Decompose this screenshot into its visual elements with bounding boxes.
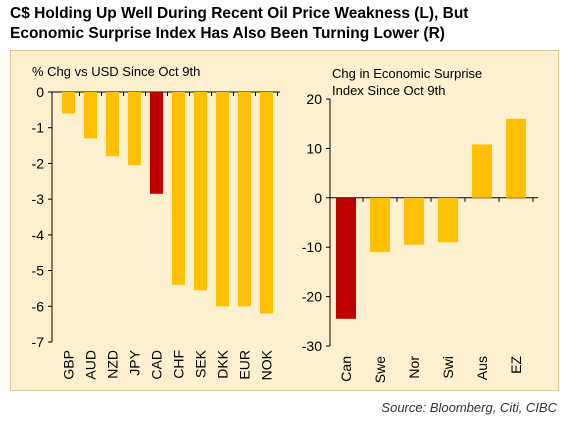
right-bar-swi [438,197,458,243]
chart-title-line-1: C$ Holding Up Well During Recent Oil Pri… [10,5,469,22]
right-category-label: Can [338,356,354,382]
left-category-label: GBP [61,350,77,380]
left-category-label: AUD [83,350,99,380]
chart-title-line-2: Economic Surprise Index Has Also Been Tu… [10,25,445,42]
left-bar-nok [260,92,273,314]
left-bar-nzd [106,92,119,157]
right-panel-title-line-1: Chg in Economic Surprise [332,66,483,81]
right-category-label: Swi [440,356,456,379]
left-bar-cad [150,92,163,194]
right-category-label: Swe [372,356,388,383]
left-y-tick-label: -7 [32,334,45,350]
right-y-tick-label: 10 [306,140,322,156]
right-panel-title: Chg in Economic Surprise Index Since Oct… [332,65,482,99]
right-y-tick-label: 0 [314,190,322,206]
right-panel-title-line-2: Index Since Oct 9th [332,83,446,98]
left-bar-sek [194,92,207,291]
right-y-tick-label: -20 [302,289,322,305]
right-bar-aus [472,144,492,198]
left-category-label: EUR [237,350,253,380]
right-bar-ez [506,118,526,198]
left-y-tick-label: -1 [32,120,45,136]
left-panel-title: % Chg vs USD Since Oct 9th [32,64,201,79]
right-bar-nor [404,197,424,245]
left-y-tick-label: -2 [32,155,45,171]
left-category-label: NOK [259,349,275,380]
left-y-tick-label: -3 [32,191,45,207]
right-bar-can [336,197,356,319]
chart-frame [10,50,559,391]
right-category-label: EZ [508,356,524,374]
left-bar-eur [238,92,251,307]
left-bar-aud [84,92,97,139]
left-y-tick-label: -6 [32,298,45,314]
left-y-tick-label: -4 [32,227,45,243]
source-note: Source: Bloomberg, Citi, CIBC [381,400,557,415]
left-bar-gbp [62,92,75,114]
left-category-label: DKK [215,349,231,378]
right-y-tick-label: -30 [302,338,322,354]
left-category-label: SEK [193,349,209,378]
chart-title: C$ Holding Up Well During Recent Oil Pri… [10,4,560,44]
right-category-label: Aus [474,356,490,380]
right-bar-swe [370,197,390,253]
right-y-tick-label: 20 [306,91,322,107]
left-category-label: CHF [171,350,187,379]
left-category-label: JPY [127,349,143,375]
left-y-tick-label: 0 [36,84,44,100]
left-bar-jpy [128,92,141,166]
right-category-label: Nor [406,356,422,379]
left-bar-dkk [216,92,229,307]
left-category-label: CAD [149,350,165,380]
right-y-tick-label: -10 [302,239,322,255]
left-category-label: NZD [105,350,121,379]
left-bar-chf [172,92,185,285]
left-y-tick-label: -5 [32,263,45,279]
